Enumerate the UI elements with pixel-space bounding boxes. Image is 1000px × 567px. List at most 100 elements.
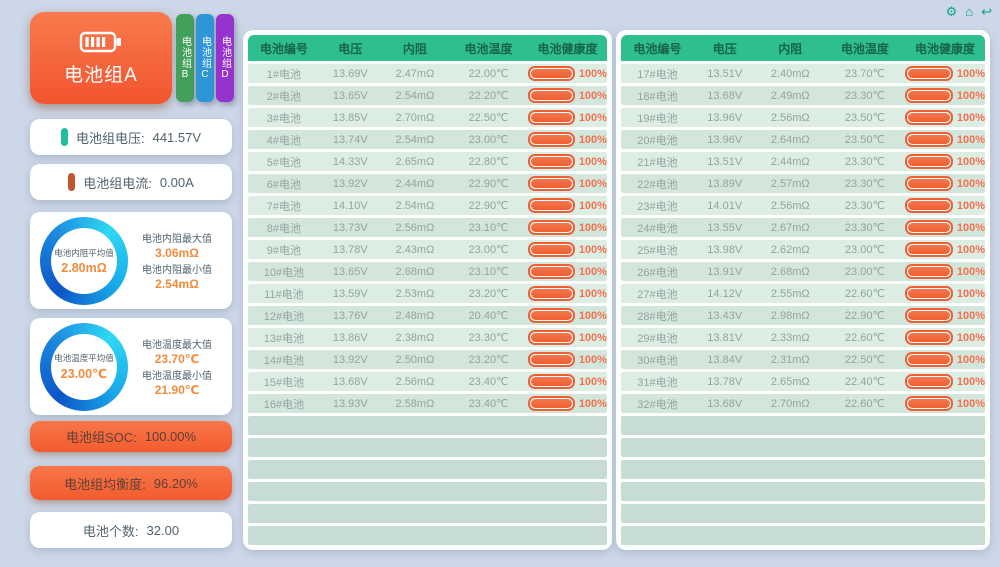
battery-temperature: 23.20℃ — [468, 354, 509, 366]
battery-resistance: 2.31mΩ — [770, 353, 810, 366]
temperature-stats-card: 电池温度平均值 23.00℃ 电池温度最大值 23.70℃ 电池温度最小值 21… — [30, 318, 232, 415]
health-percent: 100% — [578, 221, 607, 234]
col-battery-id: 电池编号 — [633, 41, 682, 56]
health-progress-bar — [527, 132, 575, 147]
battery-temperature: 23.00℃ — [844, 244, 885, 256]
health-percent: 100% — [578, 397, 607, 410]
battery-temperature: 22.80℃ — [468, 156, 509, 168]
health-progress-bar — [527, 198, 575, 213]
col-health: 电池健康度 — [537, 41, 598, 56]
battery-health-cell: 100% — [904, 308, 985, 323]
health-percent: 100% — [578, 287, 607, 300]
battery-health-cell: 100% — [527, 330, 607, 345]
table-header: 电池编号 电压 内阻 电池温度 电池健康度 — [621, 35, 985, 61]
battery-resistance: 2.70mΩ — [770, 397, 810, 410]
battery-temperature: 22.20℃ — [468, 90, 509, 102]
battery-voltage: 13.91V — [707, 265, 743, 278]
table-row: 12#电池 13.76V 2.48mΩ 20.40℃ 100% — [248, 306, 607, 325]
resistance-stats-card: 电池内阻平均值 2.80mΩ 电池内阻最大值 3.06mΩ 电池内阻最小值 2.… — [30, 212, 232, 309]
battery-resistance: 2.53mΩ — [395, 287, 435, 300]
battery-temperature: 23.30℃ — [844, 200, 885, 212]
battery-id: 14#电池 — [263, 354, 305, 367]
health-percent: 100% — [578, 177, 607, 190]
home-icon[interactable]: ⌂ — [965, 4, 974, 19]
health-percent: 100% — [578, 89, 607, 102]
battery-temperature: 22.50℃ — [468, 112, 509, 124]
battery-voltage: 13.68V — [707, 89, 743, 102]
battery-count-value: 32.00 — [146, 522, 180, 538]
battery-voltage: 13.92V — [332, 177, 368, 190]
battery-resistance: 2.48mΩ — [395, 309, 435, 322]
tab-battery-group-b[interactable]: 电池组B — [176, 14, 194, 102]
battery-health-cell: 100% — [527, 154, 607, 169]
battery-id: 32#电池 — [637, 398, 678, 411]
temperature-gauge: 电池温度平均值 23.00℃ — [40, 322, 128, 411]
battery-id: 29#电池 — [637, 332, 678, 345]
battery-id: 9#电池 — [266, 244, 302, 257]
health-progress-bar — [527, 286, 575, 301]
table-empty-row — [621, 460, 985, 479]
table-row: 8#电池 13.73V 2.56mΩ 23.10℃ 100% — [248, 218, 607, 237]
table-row: 31#电池 13.78V 2.65mΩ 22.40℃ 100% — [621, 372, 985, 391]
health-percent: 100% — [578, 199, 607, 212]
battery-health-cell: 100% — [527, 88, 607, 103]
health-percent: 100% — [578, 309, 607, 322]
health-progress-bar — [527, 66, 575, 81]
health-percent: 100% — [956, 265, 985, 278]
battery-health-cell: 100% — [904, 264, 985, 279]
health-percent: 100% — [956, 221, 985, 234]
battery-count-label: 电池个数: — [82, 523, 139, 539]
tab-battery-group-d[interactable]: 电池组D — [216, 14, 234, 102]
battery-resistance: 2.65mΩ — [395, 155, 435, 168]
health-progress-bar — [527, 308, 575, 323]
battery-voltage: 13.43V — [707, 309, 743, 322]
back-icon[interactable]: ↩ — [981, 4, 992, 19]
table-empty-row — [248, 416, 607, 435]
health-progress-bar — [527, 242, 575, 257]
battery-voltage: 14.12V — [707, 287, 743, 300]
battery-temperature: 22.40℃ — [844, 376, 885, 388]
active-group-label: 电池组A — [64, 64, 138, 86]
battery-voltage: 13.86V — [332, 331, 368, 344]
health-percent: 100% — [956, 177, 985, 190]
group-voltage-label: 电池组电压: — [75, 130, 145, 146]
health-percent: 100% — [578, 111, 607, 124]
table-row: 20#电池 13.96V 2.64mΩ 23.50℃ 100% — [621, 130, 985, 149]
battery-health-cell: 100% — [527, 374, 607, 389]
battery-temperature: 23.00℃ — [844, 266, 885, 278]
battery-resistance: 2.57mΩ — [770, 177, 810, 190]
health-percent: 100% — [956, 287, 985, 300]
battery-resistance: 2.49mΩ — [770, 89, 810, 102]
tab-battery-group-c[interactable]: 电池组C — [196, 14, 214, 102]
battery-id: 26#电池 — [637, 266, 678, 279]
battery-temperature: 23.10℃ — [468, 266, 509, 278]
battery-resistance: 2.56mΩ — [395, 221, 435, 234]
battery-voltage: 13.78V — [707, 375, 743, 388]
health-percent: 100% — [956, 375, 985, 388]
battery-temperature: 23.50℃ — [844, 112, 885, 124]
battery-id: 31#电池 — [637, 376, 678, 389]
battery-voltage: 13.84V — [707, 353, 743, 366]
health-percent: 100% — [578, 331, 607, 344]
battery-resistance: 2.44mΩ — [770, 155, 810, 168]
resistance-max-value: 3.06mΩ — [155, 246, 199, 260]
battery-id: 15#电池 — [263, 376, 305, 389]
battery-id: 18#电池 — [637, 90, 678, 103]
table-row: 32#电池 13.68V 2.70mΩ 22.60℃ 100% — [621, 394, 985, 413]
battery-health-cell: 100% — [527, 308, 607, 323]
temperature-avg-value: 23.00℃ — [60, 367, 108, 381]
tab-battery-group-a[interactable]: 电池组A — [30, 12, 172, 104]
battery-resistance: 2.56mΩ — [395, 375, 435, 388]
settings-icon[interactable]: ⚙ — [945, 4, 958, 19]
battery-voltage: 13.68V — [707, 397, 743, 410]
battery-resistance: 2.54mΩ — [395, 199, 435, 212]
battery-voltage: 14.33V — [332, 155, 368, 168]
health-percent: 100% — [956, 133, 985, 146]
battery-table-right: 电池编号 电压 内阻 电池温度 电池健康度 17#电池 13.51V 2.40m… — [616, 30, 990, 550]
battery-health-cell: 100% — [527, 396, 607, 411]
battery-table-left: 电池编号 电压 内阻 电池温度 电池健康度 1#电池 13.69V 2.47mΩ… — [243, 30, 612, 550]
health-percent: 100% — [956, 397, 985, 410]
battery-voltage: 13.65V — [332, 265, 368, 278]
battery-health-cell: 100% — [904, 330, 985, 345]
table-row: 4#电池 13.74V 2.54mΩ 23.00℃ 100% — [248, 130, 607, 149]
